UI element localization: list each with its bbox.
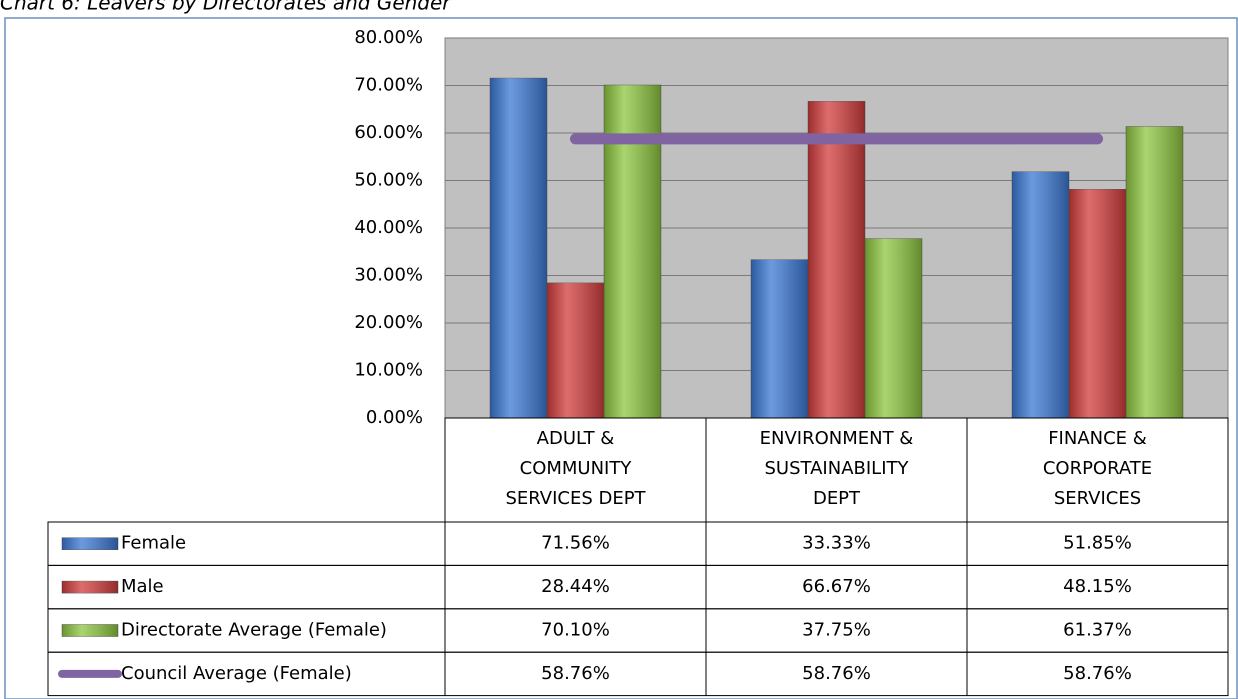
bar-shade bbox=[1012, 171, 1069, 418]
table-value: 58.76% bbox=[802, 663, 871, 684]
legend-label: Female bbox=[121, 533, 186, 554]
table-value: 58.76% bbox=[1063, 663, 1132, 684]
table-value: 33.33% bbox=[802, 533, 871, 554]
table-value: 66.67% bbox=[802, 576, 871, 597]
chart-title: Chart 6: Leavers by Directorates and Gen… bbox=[0, 0, 452, 15]
table-value: 28.44% bbox=[541, 576, 610, 597]
table-header-box bbox=[444, 417, 1229, 523]
x-tick-label: ENVIRONMENT & SUSTAINABILITY DEPT bbox=[759, 428, 914, 509]
x-tick-label: ADULT & COMMUNITY SERVICES DEPT bbox=[505, 428, 646, 509]
legend-key-shade bbox=[62, 537, 118, 550]
bar-shade bbox=[547, 282, 604, 418]
legend-key-shade bbox=[62, 624, 118, 637]
y-tick-label: 80.00% bbox=[354, 27, 423, 48]
legend-label: Directorate Average (Female) bbox=[121, 620, 387, 641]
y-tick-label: 30.00% bbox=[354, 265, 423, 286]
table-value: 58.76% bbox=[541, 663, 610, 684]
bar-shade bbox=[808, 101, 865, 418]
y-tick-label: 40.00% bbox=[354, 217, 423, 238]
y-tick-label: 10.00% bbox=[354, 360, 423, 381]
bar-shade bbox=[490, 78, 547, 418]
table-value: 37.75% bbox=[802, 620, 871, 641]
legend-label: Council Average (Female) bbox=[121, 663, 352, 684]
bar-shade bbox=[751, 259, 808, 418]
bar-shade bbox=[1069, 189, 1126, 418]
y-tick-label: 70.00% bbox=[354, 75, 423, 96]
y-tick-label: 0.00% bbox=[366, 407, 423, 428]
legend-key-shade bbox=[62, 581, 118, 594]
legend-label: Male bbox=[121, 576, 164, 597]
table-value: 48.15% bbox=[1063, 576, 1132, 597]
table-value: 61.37% bbox=[1063, 620, 1132, 641]
y-tick-label: 20.00% bbox=[354, 312, 423, 333]
category-cell: FINANCE & CORPORATE SERVICES bbox=[1042, 428, 1153, 509]
table-value: 70.10% bbox=[541, 620, 610, 641]
category-cell: ENVIRONMENT & SUSTAINABILITY DEPT bbox=[759, 428, 914, 509]
bar-shade bbox=[1126, 126, 1183, 419]
table-value: 71.56% bbox=[541, 533, 610, 554]
y-tick-label: 50.00% bbox=[354, 170, 423, 191]
x-tick-label: FINANCE & CORPORATE SERVICES bbox=[1042, 428, 1153, 509]
category-cell: ADULT & COMMUNITY SERVICES DEPT bbox=[505, 428, 646, 509]
table-value: 51.85% bbox=[1063, 533, 1132, 554]
y-tick-label: 60.00% bbox=[354, 122, 423, 143]
table-row bbox=[47, 651, 1229, 697]
bar-shade bbox=[865, 238, 922, 418]
